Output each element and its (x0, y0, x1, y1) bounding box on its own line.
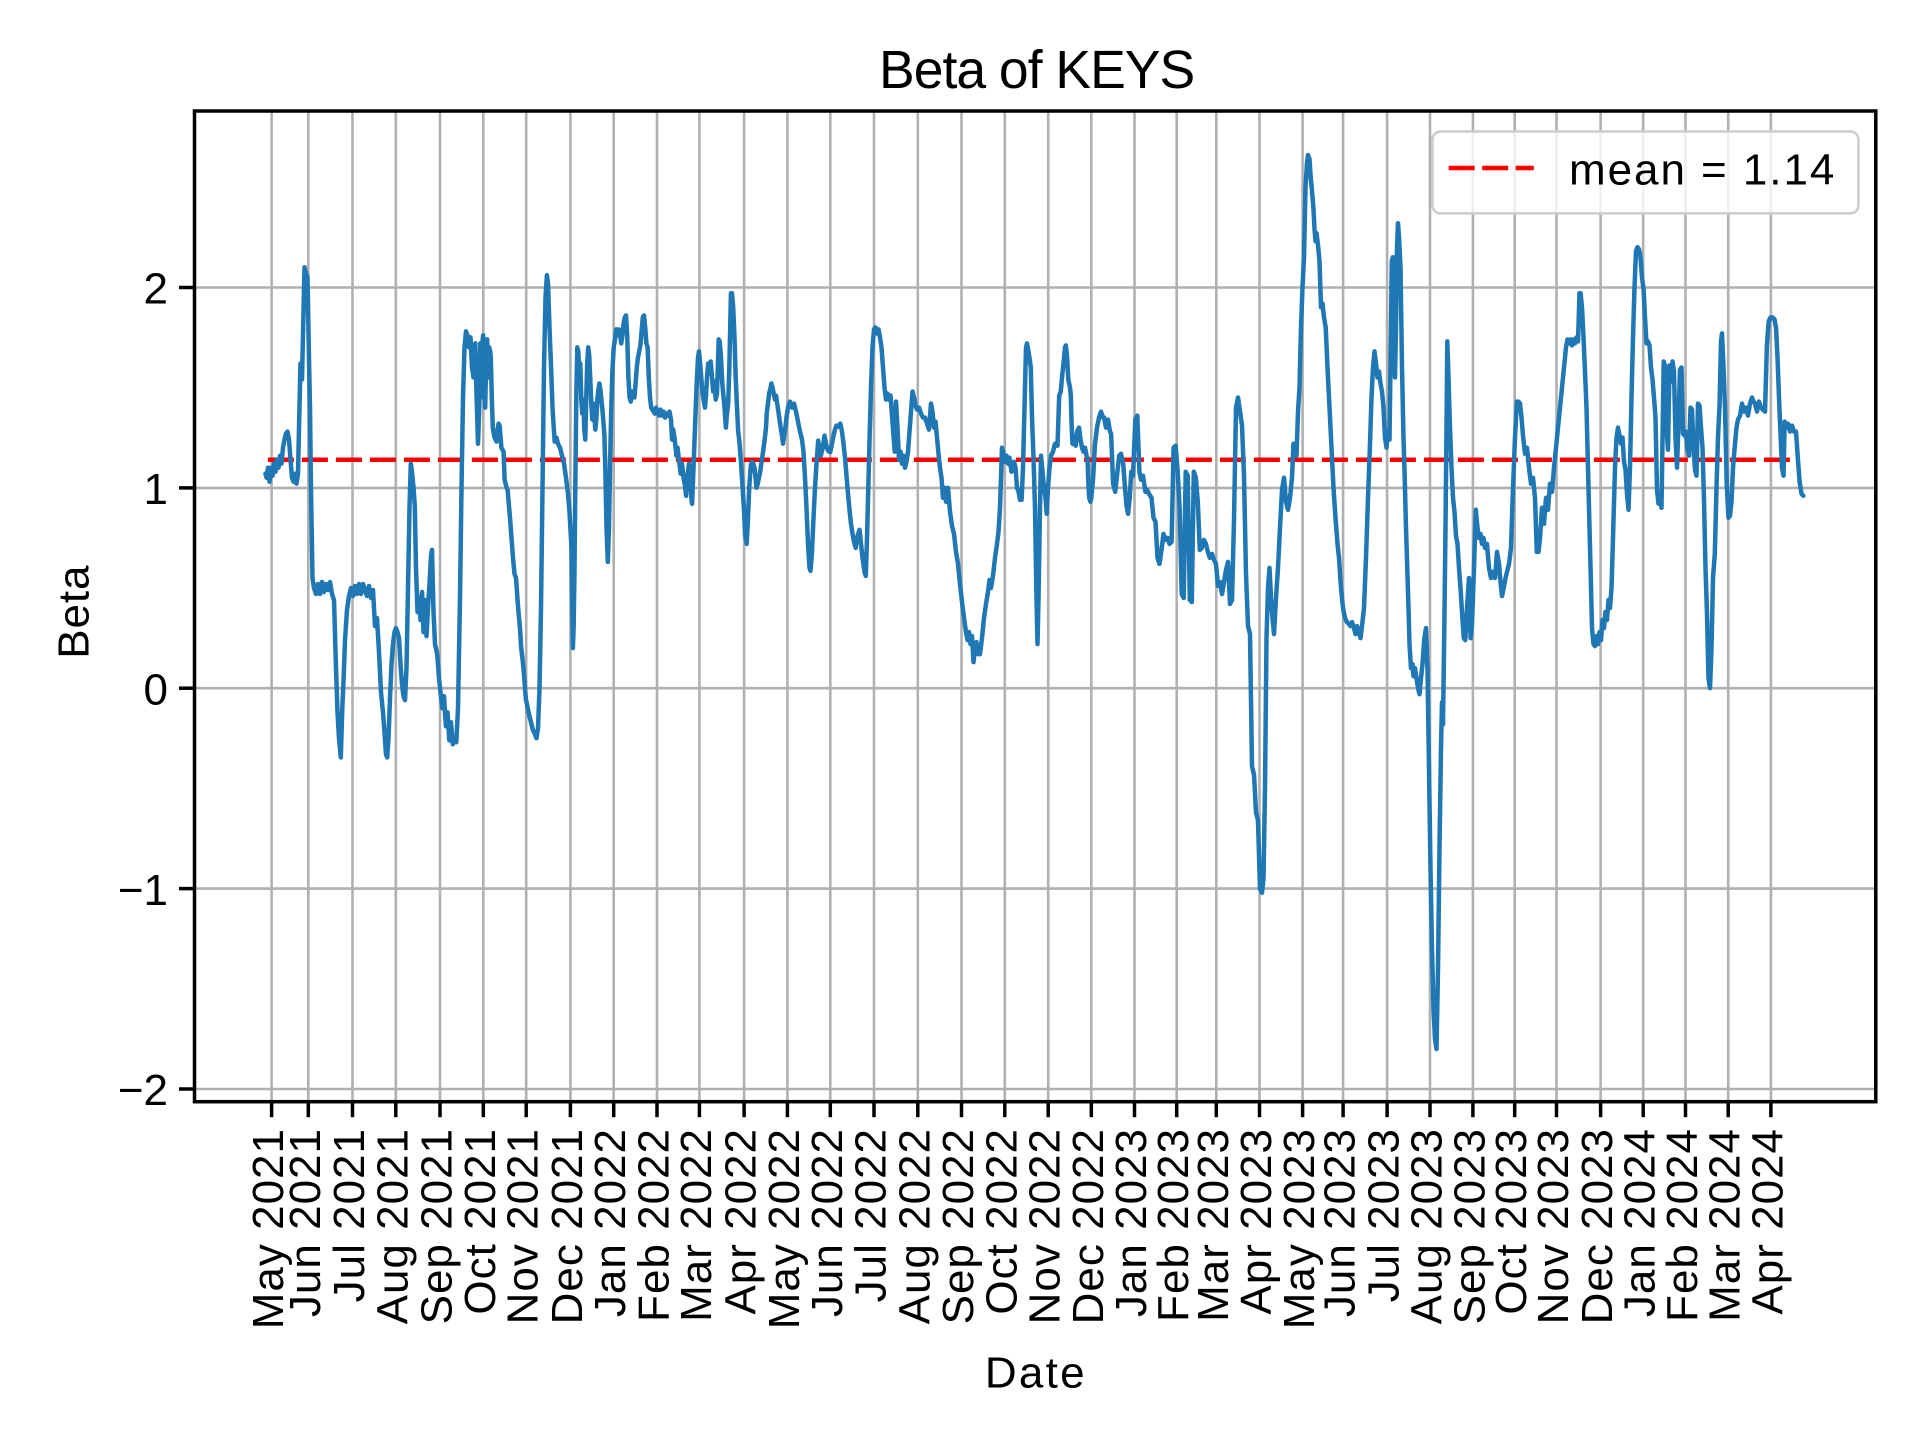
svg-text:Apr 2023: Apr 2023 (1232, 1128, 1281, 1315)
svg-text:Jun 2021: Jun 2021 (281, 1128, 330, 1317)
svg-text:Mar 2023: Mar 2023 (1189, 1128, 1238, 1322)
svg-text:Oct 2023: Oct 2023 (1487, 1128, 1536, 1315)
svg-text:Dec 2023: Dec 2023 (1573, 1128, 1622, 1324)
svg-text:Oct 2022: Oct 2022 (977, 1128, 1026, 1315)
svg-text:1: 1 (144, 465, 168, 514)
svg-text:Beta: Beta (49, 565, 98, 659)
svg-text:Jun 2022: Jun 2022 (803, 1128, 852, 1317)
svg-text:Mar 2024: Mar 2024 (1701, 1128, 1750, 1322)
svg-text:Dec 2022: Dec 2022 (1064, 1128, 1113, 1324)
svg-text:May 2021: May 2021 (244, 1128, 293, 1329)
svg-text:Jul 2022: Jul 2022 (847, 1128, 896, 1302)
svg-text:Jan 2024: Jan 2024 (1616, 1128, 1665, 1317)
svg-text:Jul 2021: Jul 2021 (325, 1128, 374, 1302)
svg-text:Apr 2022: Apr 2022 (717, 1128, 766, 1315)
svg-text:Jan 2023: Jan 2023 (1107, 1128, 1156, 1317)
svg-text:Aug 2023: Aug 2023 (1403, 1128, 1452, 1324)
svg-text:Aug 2021: Aug 2021 (368, 1128, 417, 1324)
svg-text:Jul 2023: Jul 2023 (1360, 1128, 1409, 1302)
svg-text:May 2022: May 2022 (760, 1128, 809, 1329)
svg-text:Beta of KEYS: Beta of KEYS (879, 41, 1194, 100)
svg-text:Date: Date (985, 1348, 1087, 1397)
svg-text:Feb 2022: Feb 2022 (630, 1128, 679, 1322)
svg-text:Feb 2023: Feb 2023 (1149, 1128, 1198, 1322)
svg-text:Apr 2024: Apr 2024 (1743, 1128, 1792, 1315)
svg-text:Nov 2022: Nov 2022 (1021, 1128, 1070, 1324)
svg-text:2: 2 (144, 265, 168, 314)
svg-text:Oct 2021: Oct 2021 (456, 1128, 505, 1315)
svg-text:Aug 2022: Aug 2022 (890, 1128, 939, 1324)
svg-text:Sep 2022: Sep 2022 (934, 1128, 983, 1324)
svg-text:Jun 2023: Jun 2023 (1316, 1128, 1365, 1317)
svg-text:Mar 2022: Mar 2022 (672, 1128, 721, 1322)
svg-text:Nov 2023: Nov 2023 (1529, 1128, 1578, 1324)
svg-text:mean = 1.14: mean = 1.14 (1569, 146, 1836, 195)
svg-text:May 2023: May 2023 (1275, 1128, 1324, 1329)
svg-text:Nov 2021: Nov 2021 (499, 1128, 548, 1324)
svg-text:−2: −2 (118, 1066, 168, 1115)
svg-text:Sep 2021: Sep 2021 (413, 1128, 462, 1324)
svg-text:0: 0 (144, 665, 168, 714)
svg-text:Jan 2022: Jan 2022 (586, 1128, 635, 1317)
svg-text:−1: −1 (118, 866, 168, 915)
svg-text:Sep 2023: Sep 2023 (1445, 1128, 1494, 1324)
svg-text:Dec 2021: Dec 2021 (543, 1128, 592, 1324)
svg-text:Feb 2024: Feb 2024 (1658, 1128, 1707, 1322)
